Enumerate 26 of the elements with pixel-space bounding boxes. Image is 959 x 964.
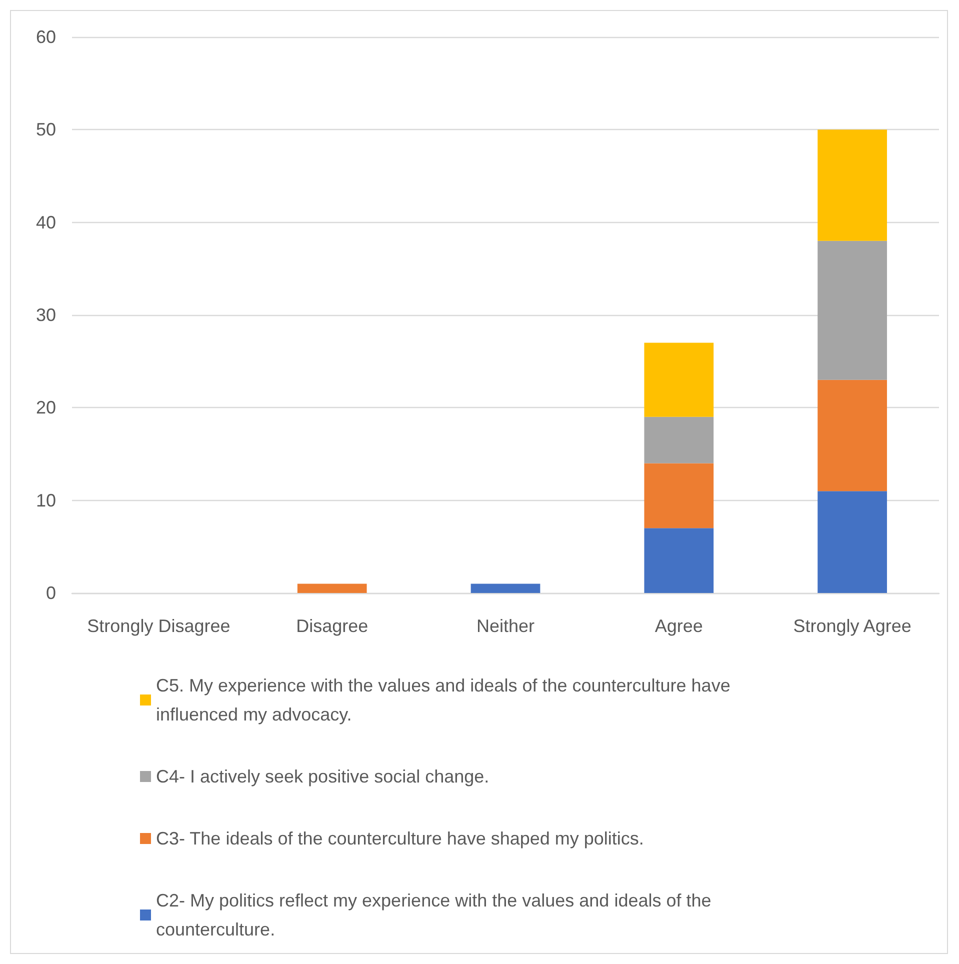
- bar: [644, 416, 714, 464]
- x-tick-label: Agree: [654, 616, 703, 636]
- bar: [644, 342, 714, 417]
- bar: [644, 463, 714, 528]
- y-tick-label: 10: [36, 490, 56, 510]
- legend-label: C2- My politics reflect my experience with the values and ideals of the counterculture.: [156, 890, 716, 940]
- bar: [297, 584, 367, 593]
- y-tick-label: 40: [36, 212, 56, 232]
- y-tick-label: 0: [46, 583, 56, 603]
- legend-label: C4- I actively seek positive social change.: [156, 766, 490, 786]
- y-tick-label: 60: [36, 27, 56, 47]
- legend-label: C5. My experience with the values and ideals of the counterculture have influenced my advocacy.: [156, 676, 736, 724]
- bar: [818, 380, 887, 492]
- bar: [818, 240, 887, 380]
- x-tick-label: Strongly Disagree: [87, 616, 230, 636]
- y-tick-label: 20: [36, 398, 56, 418]
- x-tick-label: Strongly Agree: [793, 616, 912, 636]
- bar: [818, 491, 887, 593]
- x-tick-label: Neither: [476, 616, 535, 636]
- y-tick-label: 50: [36, 120, 56, 140]
- y-tick-label: 30: [36, 305, 56, 325]
- bar: [470, 584, 540, 593]
- legend-label: C3- The ideals of the counterculture have shaped my politics.: [156, 828, 644, 848]
- bar: [644, 528, 714, 593]
- bar: [818, 130, 887, 241]
- x-tick-label: Disagree: [296, 616, 368, 636]
